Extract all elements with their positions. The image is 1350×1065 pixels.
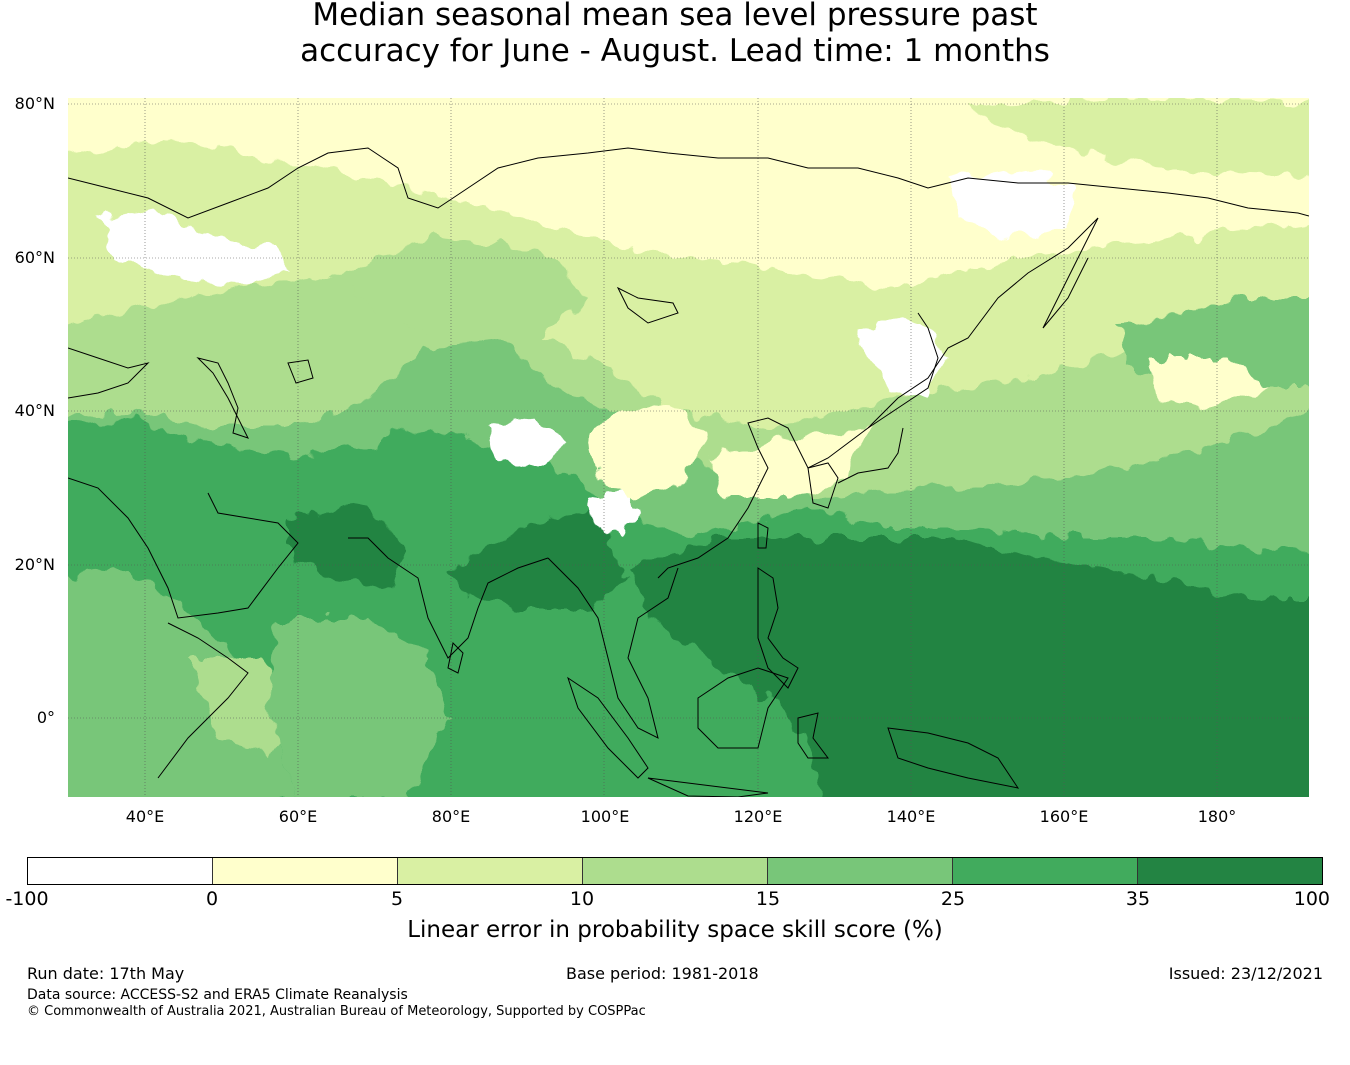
lat-label-0: 0°	[36, 708, 55, 727]
map-canvas	[68, 98, 1309, 797]
coastlines	[68, 147, 1309, 797]
title-line-2: accuracy for June - August. Lead time: 1…	[300, 33, 1050, 69]
colorbar-tick: 25	[940, 888, 966, 910]
lon-label-100e: 100°E	[580, 807, 630, 826]
colorbar-segment-7	[1138, 858, 1322, 884]
colorbar-tick: 5	[390, 888, 404, 910]
lon-label-180: 180°	[1197, 807, 1237, 826]
colorbar-segment-4	[583, 858, 768, 884]
chart-title: Median seasonal mean sea level pressure …	[0, 0, 1350, 69]
data-source: Data source: ACCESS-S2 and ERA5 Climate …	[27, 987, 408, 1003]
lat-label-20n: 20°N	[14, 555, 55, 574]
lat-label-80n: 80°N	[14, 94, 55, 113]
colorbar	[27, 857, 1323, 885]
title-line-1: Median seasonal mean sea level pressure …	[312, 0, 1038, 33]
colorbar-tick: 35	[1125, 888, 1151, 910]
lon-label-80e: 80°E	[431, 807, 471, 826]
base-period: Base period: 1981-2018	[566, 964, 759, 983]
lon-label-140e: 140°E	[886, 807, 936, 826]
colorbar-segment-6	[953, 858, 1138, 884]
lat-label-40n: 40°N	[14, 401, 55, 420]
skill-score-map	[68, 98, 1309, 797]
colorbar-segment-5	[768, 858, 953, 884]
colorbar-segment-2	[213, 858, 398, 884]
colorbar-segment-3	[398, 858, 583, 884]
lon-label-40e: 40°E	[125, 807, 165, 826]
colorbar-tick: 0	[205, 888, 219, 910]
graticule	[68, 98, 1309, 797]
lon-label-120e: 120°E	[733, 807, 783, 826]
colorbar-label: Linear error in probability space skill …	[407, 917, 943, 943]
colorbar-tick: 15	[755, 888, 781, 910]
colorbar-tick: 100	[1293, 888, 1330, 910]
copyright: © Commonwealth of Australia 2021, Austra…	[27, 1004, 646, 1019]
lat-label-60n: 60°N	[14, 248, 55, 267]
lon-label-160e: 160°E	[1039, 807, 1089, 826]
colorbar-tick: -100	[5, 888, 49, 910]
colorbar-segment-1	[28, 858, 213, 884]
run-date: Run date: 17th May	[27, 964, 185, 983]
issued-date: Issued: 23/12/2021	[1168, 964, 1323, 983]
lon-label-60e: 60°E	[278, 807, 318, 826]
colorbar-tick: 10	[569, 888, 595, 910]
